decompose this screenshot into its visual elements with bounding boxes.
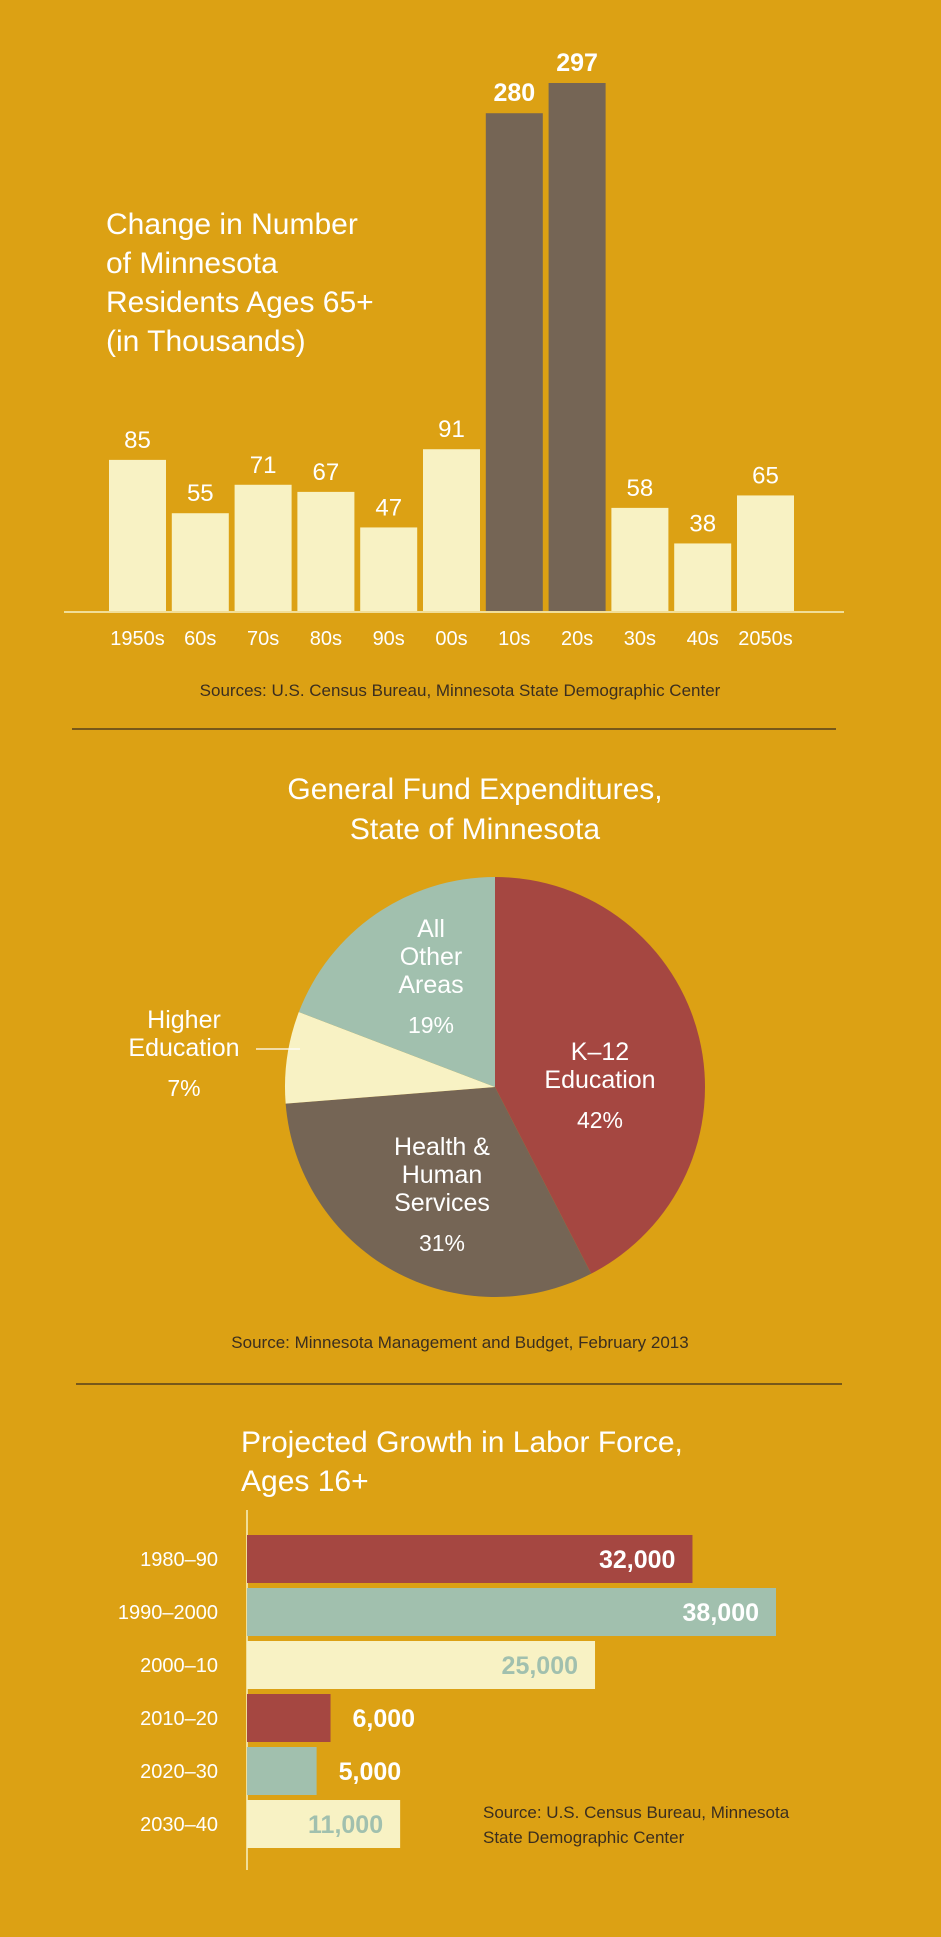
seniors-bar-70s [234,484,292,611]
pie-slice-2 [285,1012,495,1104]
pie-pct-label-0: 42% [577,1107,623,1133]
seniors-tick-label-60s: 60s [184,628,216,650]
seniors-tick-label-2050s: 2050s [738,628,793,650]
seniors-chart-source: Sources: U.S. Census Bureau, Minnesota S… [200,681,721,700]
seniors-value-label-1950s: 85 [124,427,151,454]
pie-chart-title-line-1: General Fund Expenditures, [287,773,662,806]
seniors-tick-label-00s: 00s [435,628,467,650]
seniors-value-label-10s: 280 [493,79,535,107]
seniors-value-label-20s: 297 [556,49,598,77]
seniors-bar-20s [548,83,606,611]
labor-bar-4 [247,1747,317,1795]
pie-label-2-line-0: Higher [147,1006,221,1034]
labor-chart-source-line-1: Source: U.S. Census Bureau, Minnesota [483,1803,790,1822]
seniors-bars: 85 1950s 55 60s 71 70s 67 80s 47 90s 91 00s 280 10s 29… [109,49,794,650]
labor-bar-2 [247,1641,596,1689]
seniors-value-label-80s: 67 [313,459,340,486]
seniors-value-label-60s: 55 [187,480,214,507]
labor-force-bar-chart: Projected Growth in Labor Force, Ages 16… [118,1426,790,1870]
pie-chart-title-line-2: State of Minnesota [350,813,600,846]
seniors-tick-label-80s: 80s [310,628,342,650]
labor-category-label-4: 2020–30 [140,1761,218,1783]
labor-category-label-5: 2030–40 [140,1814,218,1836]
seniors-tick-label-10s: 10s [498,628,530,650]
seniors-bar-2050s [737,495,794,611]
labor-value-label-2: 25,000 [502,1652,578,1680]
pie-slice-3 [298,877,495,1087]
pie-pct-label-2: 7% [167,1075,200,1101]
pie-pct-label-1: 31% [419,1230,465,1256]
pie-slice-0 [495,877,705,1274]
pie-label-0-line-0: K–12 [571,1038,629,1066]
pie-label-2-line-1: Education [128,1034,239,1062]
seniors-tick-label-30s: 30s [624,628,656,650]
seniors-tick-label-90s: 90s [373,628,405,650]
seniors-value-label-40s: 38 [689,510,716,537]
pie-label-0-line-1: Education [544,1066,655,1094]
labor-bar-5 [247,1800,401,1848]
labor-value-label-0: 32,000 [599,1546,675,1574]
pie-slice-1 [285,1087,592,1297]
seniors-bar-30s [611,507,669,611]
seniors-chart-title-line-3: Residents Ages 65+ [106,286,374,319]
labor-category-label-3: 2010–20 [140,1708,218,1730]
pie-label-1-line-2: Services [394,1189,490,1217]
labor-bar-0 [247,1535,693,1583]
seniors-tick-label-1950s: 1950s [110,628,165,650]
labor-bars: 1980–90 32,000 1990–2000 38,000 2000–10 25,00… [118,1535,776,1848]
pie-label-1-line-0: Health & [394,1133,490,1161]
seniors-value-label-70s: 71 [250,452,277,479]
labor-category-label-0: 1980–90 [140,1549,218,1571]
expenditures-pie-chart: General Fund Expenditures, State of Minn… [128,773,705,1352]
labor-chart-source-line-2: State Demographic Center [483,1828,685,1847]
seniors-tick-label-20s: 20s [561,628,593,650]
seniors-value-label-2050s: 65 [752,462,779,489]
pie-label-3-line-1: Other [400,943,463,971]
labor-category-label-1: 1990–2000 [118,1602,218,1624]
seniors-bar-90s [360,527,418,611]
seniors-value-label-30s: 58 [627,475,654,502]
seniors-value-label-00s: 91 [438,416,465,443]
labor-category-label-2: 2000–10 [140,1655,218,1677]
seniors-bar-80s [297,491,355,611]
seniors-tick-label-70s: 70s [247,628,279,650]
seniors-bar-1950s [109,459,166,611]
labor-chart-title-line-1: Projected Growth in Labor Force, [241,1426,683,1459]
labor-value-label-5: 11,000 [308,1811,383,1839]
labor-bar-3 [247,1694,331,1742]
seniors-bar-chart: Change in Number of Minnesota Residents … [64,49,844,700]
pie-label-3-line-0: All [417,915,445,943]
seniors-bar-00s [423,449,480,611]
pie-slices [285,877,705,1297]
labor-value-label-4: 5,000 [339,1758,402,1786]
seniors-bar-40s [674,543,732,611]
labor-value-label-1: 38,000 [683,1599,759,1627]
pie-label-1-line-1: Human [402,1161,483,1189]
labor-chart-title-line-2: Ages 16+ [241,1465,369,1498]
seniors-value-label-90s: 47 [375,494,402,521]
seniors-chart-title-line-2: of Minnesota [106,247,278,280]
seniors-chart-title-line-4: (in Thousands) [106,325,306,358]
seniors-bar-60s [171,513,229,611]
labor-bar-1 [247,1588,776,1636]
labor-value-label-3: 6,000 [353,1705,416,1733]
pie-chart-source: Source: Minnesota Management and Budget,… [231,1333,688,1352]
seniors-chart-title-line-1: Change in Number [106,208,358,241]
pie-pct-label-3: 19% [408,1012,454,1038]
seniors-bar-10s [485,113,543,611]
pie-label-3-line-2: Areas [398,971,463,999]
seniors-tick-label-40s: 40s [687,628,719,650]
